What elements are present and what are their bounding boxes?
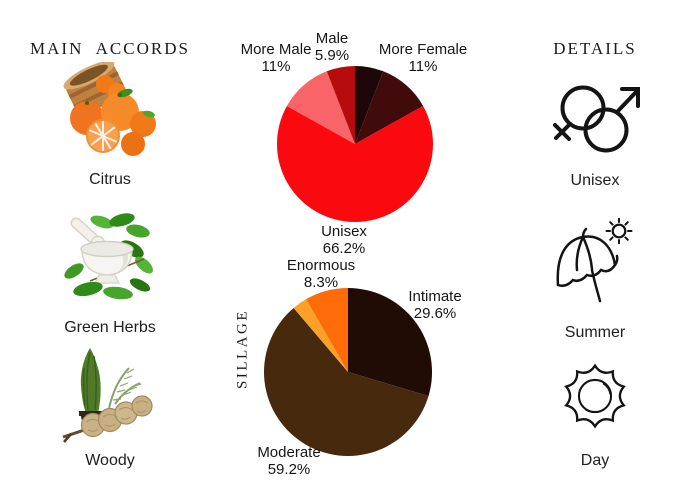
main-accords-heading: MAIN ACCORDS [30, 39, 190, 58]
pie-label-more-male: More Male 11% [240, 41, 312, 75]
green-herbs-illustration [64, 213, 153, 300]
gender-pie-chart [277, 66, 433, 223]
details-heading: DETAILS [553, 39, 637, 58]
pie-slice-intimate [348, 288, 433, 396]
pie-label-male: Male 5.9% [314, 30, 350, 64]
citrus-illustration [63, 60, 156, 156]
female-male-symbols [553, 85, 640, 153]
pie-slice-more-female [355, 71, 424, 144]
sun-drawing [564, 363, 626, 429]
pie-slice-unlabeled [355, 66, 384, 144]
day-sun-icon [562, 363, 628, 434]
woody-illustration [62, 348, 153, 443]
pie-label-more-female: More Female 11% [378, 41, 468, 75]
pie-slice-enormous [306, 288, 348, 372]
pie-slice-unlabeled [293, 299, 348, 372]
umbrella-sun-drawing [556, 217, 633, 303]
unisex-gender-icon [551, 84, 641, 159]
accord-label-citrus: Citrus [89, 171, 131, 188]
sillage-axis-label: SILLAGE [234, 309, 251, 389]
accord-label-woody: Woody [85, 452, 135, 469]
sillage-pie-chart [264, 288, 433, 456]
citrus-image [57, 60, 161, 173]
woody-image [57, 342, 163, 453]
detail-label-day: Day [580, 452, 610, 469]
accord-label-green-herbs: Green Herbs [64, 319, 156, 336]
detail-label-unisex: Unisex [570, 172, 620, 189]
detail-label-summer: Summer [564, 324, 626, 341]
pie-label-unisex: Unisex 66.2% [321, 223, 367, 257]
pie-label-enormous: Enormous 8.3% [286, 257, 356, 291]
pie-label-intimate: Intimate 29.6% [408, 288, 462, 322]
summer-umbrella-sun-icon [550, 206, 636, 309]
green-herbs-image [60, 209, 156, 308]
pie-slice-male [326, 66, 355, 144]
pie-slice-moderate [264, 307, 429, 456]
pie-slice-more-male [286, 71, 355, 144]
pie-slice-unisex [277, 105, 433, 223]
pie-label-moderate: Moderate 59.2% [257, 444, 321, 478]
